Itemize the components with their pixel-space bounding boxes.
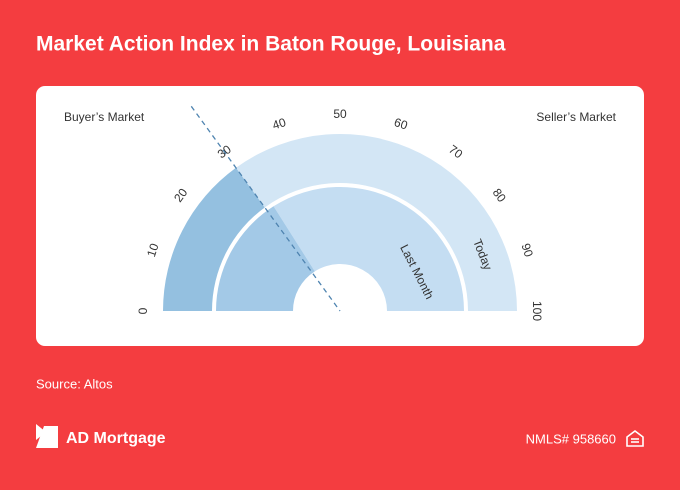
tick-label: 40 xyxy=(271,115,288,133)
chart-title: Market Action Index in Baton Rouge, Loui… xyxy=(36,33,506,56)
tick-label: 10 xyxy=(144,241,162,258)
gauge-track xyxy=(273,186,464,311)
nmls: NMLS# 958660 xyxy=(526,431,616,446)
gauge-value xyxy=(163,167,265,311)
source: Source: Altos xyxy=(36,376,113,391)
brand: AD Mortgage xyxy=(66,430,166,447)
tick-label: 0 xyxy=(136,307,150,314)
tick-label: 50 xyxy=(333,107,347,121)
logo xyxy=(36,424,58,448)
equal-housing-icon xyxy=(626,430,644,447)
tick-label: 60 xyxy=(392,115,409,133)
left-label: Buyer’s Market xyxy=(64,110,145,124)
tick-label: 100 xyxy=(530,301,544,321)
gauge-track xyxy=(235,133,517,311)
gauge-value xyxy=(216,206,315,311)
right-label: Seller’s Market xyxy=(536,110,616,124)
threshold-line xyxy=(190,105,341,312)
tick-label: 90 xyxy=(518,242,536,259)
